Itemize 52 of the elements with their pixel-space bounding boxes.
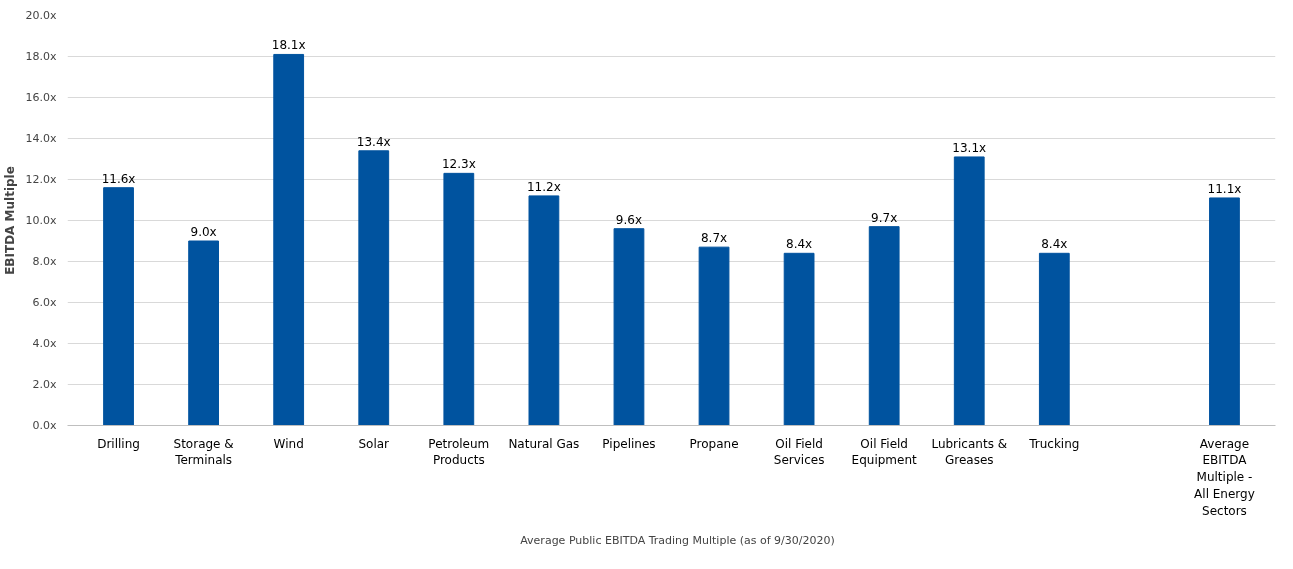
x-tick-label: Wind <box>273 436 304 451</box>
bar <box>613 228 645 426</box>
y-tick-label: 20.0x <box>25 9 57 22</box>
y-tick-label: 12.0x <box>25 173 57 186</box>
x-tick-label: Oil Field Equipment <box>851 436 918 468</box>
y-tick-label: 18.0x <box>25 50 57 63</box>
x-tick-label: Pipelines <box>602 436 656 451</box>
data-label: 11.6x <box>101 171 136 186</box>
text: Average Public EBITDA Trading Multiple (as of 9/30/2020) <box>520 533 835 547</box>
data-label: 8.4x <box>786 237 813 252</box>
y-tick-label: 4.0x <box>32 337 57 350</box>
x-tick-label: Oil Field Services <box>773 436 825 468</box>
data-label: 9.7x <box>871 210 898 225</box>
data-label: 18.1x <box>271 38 306 53</box>
data-label: 8.4x <box>1041 237 1068 252</box>
bar <box>103 187 134 426</box>
y-tick-label: 6.0x <box>32 296 57 309</box>
x-tick-label: Petroleum Products <box>428 436 490 468</box>
y-tick-label: 8.0x <box>32 255 57 268</box>
x-tick-label: Natural Gas <box>508 436 580 451</box>
bar <box>273 53 305 426</box>
bar <box>1209 197 1240 426</box>
data-label: 8.7x <box>700 231 728 246</box>
y-axis-title: EBITDA Multiple <box>3 166 18 275</box>
y-tick-label: 16.0x <box>25 91 57 104</box>
y-tick-label: 0.0x <box>32 419 57 432</box>
bar <box>868 226 900 426</box>
x-tick-label: Trucking <box>1028 436 1080 451</box>
data-label: 11.1x <box>1207 181 1242 196</box>
x-tick-label: Lubricants & Greases <box>931 436 1008 468</box>
y-tick-label: 2.0x <box>32 378 57 391</box>
x-tick-label: Storage & Terminals <box>173 436 234 468</box>
bar <box>358 150 390 426</box>
data-label: 9.0x <box>190 225 217 239</box>
y-tick-label: 14.0x <box>25 132 57 145</box>
data-label: 13.4x <box>356 134 391 149</box>
bar <box>443 172 475 426</box>
x-tick-label: Average EBITDA Multiple - All Energy Sectors <box>1194 436 1255 518</box>
x-tick-label: Propane <box>689 436 739 451</box>
x-tick-label: Solar <box>358 436 390 451</box>
y-tick-label: 10.0x <box>25 214 57 227</box>
bar <box>528 195 560 426</box>
data-label: 12.3x <box>441 157 476 172</box>
x-tick-label: Drilling <box>97 436 140 451</box>
data-label: 11.2x <box>526 179 561 194</box>
data-label: 13.1x <box>952 140 987 155</box>
bar <box>783 252 815 426</box>
data-label: 9.6x <box>615 212 643 227</box>
bar <box>1038 252 1070 426</box>
bar <box>953 156 985 426</box>
bar <box>188 240 219 426</box>
bar <box>698 246 730 426</box>
